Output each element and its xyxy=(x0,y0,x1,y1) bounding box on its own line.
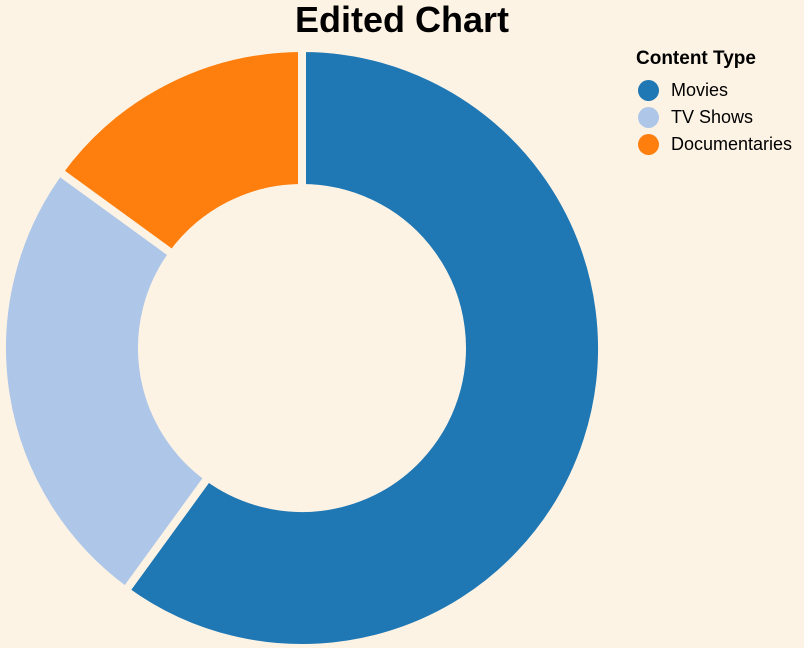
chart-title: Edited Chart xyxy=(294,0,509,40)
legend-item-tv-shows[interactable]: TV Shows xyxy=(636,104,792,131)
legend-label-documentaries: Documentaries xyxy=(671,134,793,154)
legend-swatch-movies xyxy=(638,80,659,101)
slice-documentaries[interactable] xyxy=(55,44,306,258)
slice-movies[interactable] xyxy=(121,44,606,648)
legend-swatch-documentaries xyxy=(638,134,659,155)
legend-title: Content Type xyxy=(636,48,756,69)
legend-item-documentaries[interactable]: Documentaries xyxy=(636,131,792,158)
slice-tv-shows[interactable] xyxy=(0,167,212,595)
legend-item-movies[interactable]: Movies xyxy=(636,77,792,104)
legend-label-tv-shows: TV Shows xyxy=(671,107,754,127)
legend-swatch-tv-shows xyxy=(638,107,659,128)
legend: Content Type Movies TV Shows Documentari… xyxy=(636,47,792,158)
legend-label-movies: Movies xyxy=(671,80,729,100)
